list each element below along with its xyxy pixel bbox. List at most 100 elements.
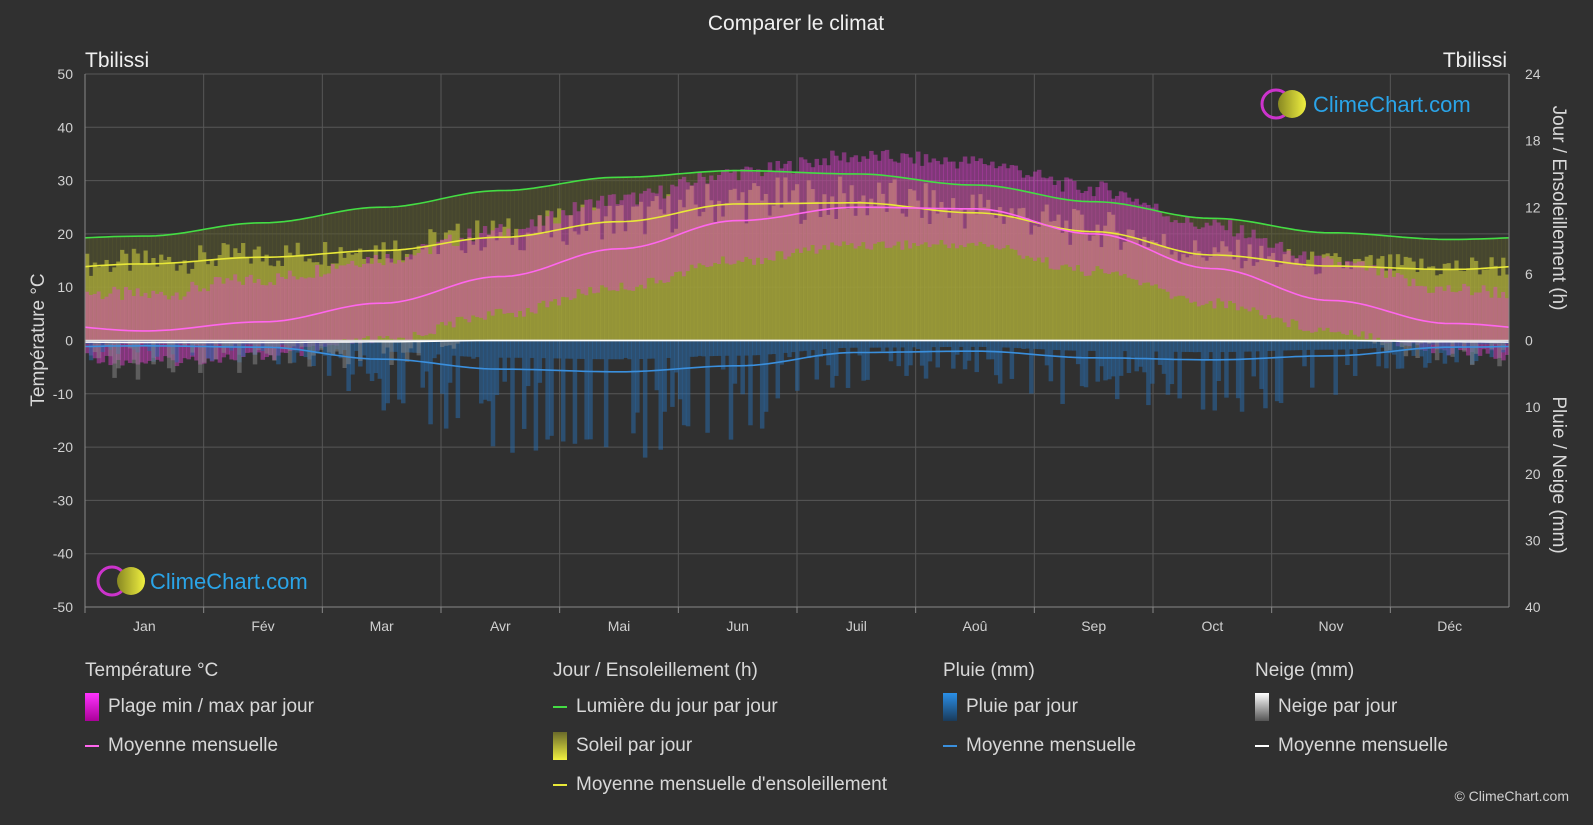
rain-bar [1142,340,1147,373]
sunshine-bar [96,267,102,341]
temp-range-bar [147,297,152,361]
temp-range-bar [436,241,441,325]
sunshine-bar [1505,274,1509,341]
rain-bar [475,340,480,358]
rain-bar [646,340,652,359]
temp-range-bar [740,168,745,262]
rain-bar [771,340,777,355]
rain-bar [1274,340,1280,402]
sunshine-bar [588,223,593,341]
temp-range-bar [681,176,687,277]
rain-bar [1243,340,1249,352]
rain-bar [1286,340,1292,351]
sunshine-bar [147,263,152,341]
rain-bar [467,340,472,357]
sunshine-bar [631,206,636,341]
legend-item-snow-daily: Neige par jour [1255,693,1448,721]
temp-range-bar [252,282,258,355]
temp-range-bar [533,226,539,314]
sunshine-bar [1005,216,1011,341]
y-tick-label-right-top: 18 [1525,133,1541,149]
sunshine-bar [717,200,722,341]
sunshine-bar [705,184,710,341]
rain-bar [904,340,909,376]
rain-mean-line [85,345,1509,373]
rain-bar [681,340,687,426]
sunshine-bar [888,182,894,341]
temp-range-bar [1372,265,1377,342]
rain-bar [670,340,675,407]
temp-range-bar [826,165,831,250]
legend-item-label: Neige par jour [1278,696,1398,717]
rain-bar [541,340,546,359]
temp-range-bar [131,296,137,360]
sunshine-bar [1208,256,1214,341]
sunshine-bar [475,220,480,341]
y-tick-label-left: 0 [65,333,73,349]
temp-range-bar [888,158,894,248]
temp-range-bar [1376,275,1381,338]
rain-bar [802,340,808,351]
sunshine-bar [650,201,656,341]
sunshine-bar [1056,214,1061,341]
temp-range-bar [1407,286,1413,347]
temp-range-bar [1228,220,1233,301]
snow-bar [338,340,344,354]
rain-bar [1360,340,1366,349]
temp-range-bar [943,157,948,245]
rain-bar [834,340,839,376]
temp-range-bar [787,161,792,257]
sunshine-bar [1384,270,1389,341]
rain-bar [955,340,960,355]
legend-sun: Jour / Ensoleillement (h) Lumière du jou… [553,660,887,813]
sunshine-bar [1278,264,1284,341]
sunshine-bar [697,216,703,341]
rain-bar [525,340,531,387]
sunshine-bar [1169,254,1175,341]
rain-bar [974,340,980,373]
sunshine-bar [229,257,234,341]
sunshine-bar [416,245,422,341]
rain-bar [209,340,215,361]
snow-bar [334,340,340,352]
sunshine-bar [178,265,184,341]
sunshine-bar [1204,260,1210,341]
legend-item-temp-mean: Moyenne mensuelle [85,735,314,757]
rain-bar [1356,340,1362,350]
sunshine-bar [1118,249,1124,341]
temp-range-bar [92,293,98,359]
temp-range-bar [1345,260,1350,335]
sunshine-bar [1321,254,1327,341]
sunshine-bar [1407,257,1413,341]
sunshine-bar [662,213,667,341]
rain-bar [857,340,862,356]
sunshine-bar [404,253,410,341]
temp-range-bar [424,244,429,336]
snow-bar [1469,340,1475,366]
rain-bar [88,340,94,361]
sunshine-bar [1157,244,1163,341]
rain-bar [701,340,706,357]
rain-bar [553,340,558,359]
snow-bar [1462,340,1467,352]
temp-range-bar [658,185,664,281]
sunshine-bar [732,188,738,341]
snow-bar [311,340,316,356]
snow-bar [256,340,262,351]
rain-bar [1271,340,1276,351]
temp-range-bar [1161,216,1167,290]
rain-bar [428,340,433,425]
temp-range-bar [1380,266,1385,343]
rain-bar [1368,340,1374,349]
rain-bar [291,340,297,363]
sunshine-bar [1111,214,1116,341]
rain-bar [923,340,929,379]
sunshine-bar [541,233,546,341]
rain-bar [1153,340,1159,352]
sunshine-bar [1192,240,1198,341]
temp-range-bar [143,292,149,364]
sunshine-bar [1271,252,1276,341]
rain-bar [1466,340,1471,347]
rain-bar [997,340,1003,384]
rain-bar [486,340,492,402]
